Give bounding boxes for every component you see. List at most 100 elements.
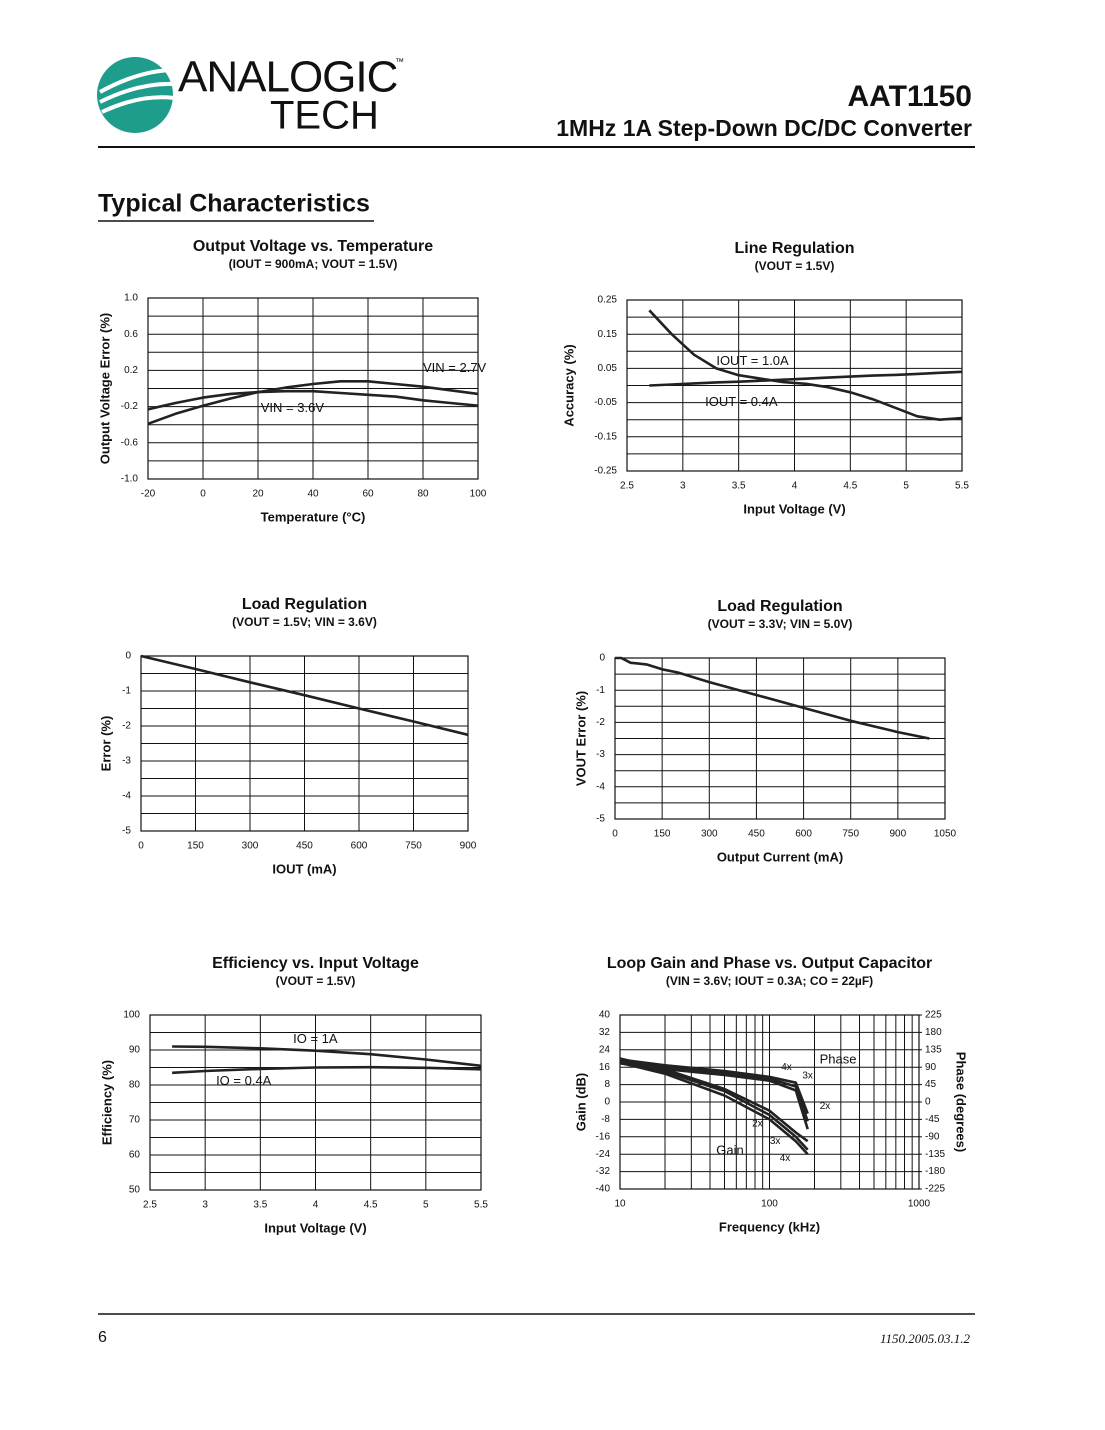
y-axis-label: Output Voltage Error (%) <box>97 313 112 464</box>
data-line <box>648 309 963 421</box>
y2-axis-label: Phase (degrees) <box>954 1052 969 1152</box>
x-tick-label: 10 <box>614 1199 626 1210</box>
x-tick-label: 300 <box>701 829 718 840</box>
part-description: 1MHz 1A Step-Down DC/DC Converter <box>556 115 972 141</box>
y-tick-label: 0.05 <box>598 363 618 374</box>
x-tick-label: 900 <box>890 829 907 840</box>
x-tick-label: 3.5 <box>253 1200 267 1211</box>
x-tick-label: 100 <box>761 1199 778 1210</box>
y-tick-label: 90 <box>129 1045 141 1056</box>
x-tick-label: 1050 <box>934 829 957 840</box>
data-line <box>619 1059 809 1151</box>
part-number: AAT1150 <box>847 80 972 113</box>
y2-tick-label: 225 <box>925 1010 942 1021</box>
x-tick-label: 750 <box>842 829 859 840</box>
series-label: 3x <box>802 1071 813 1082</box>
x-tick-label: 3.5 <box>732 481 746 492</box>
plot-frame <box>619 1014 920 1190</box>
plot-frame <box>147 297 479 480</box>
y-tick-label: -0.25 <box>594 466 617 477</box>
series-label: 3x <box>770 1136 781 1147</box>
x-tick-label: 3 <box>202 1200 208 1211</box>
x-tick-label: 3 <box>680 481 686 492</box>
y-tick-label: 0.6 <box>124 329 138 340</box>
x-tick-label: 300 <box>242 841 259 852</box>
y-tick-label: 60 <box>129 1150 141 1161</box>
logo-swoosh <box>99 68 177 114</box>
y2-tick-label: -135 <box>925 1149 945 1160</box>
y-axis-label: Error (%) <box>98 716 113 772</box>
chart-subtitle: (VOUT = 1.5V; VIN = 3.6V) <box>232 615 377 629</box>
y-axis-label: VOUT Error (%) <box>573 691 588 786</box>
y-tick-label: 0.15 <box>598 329 618 340</box>
x-tick-label: 60 <box>362 489 374 500</box>
series-label: 4x <box>781 1062 792 1073</box>
y-tick-label: -4 <box>122 791 131 802</box>
x-tick-label: 0 <box>200 489 206 500</box>
y-tick-label: -8 <box>601 1114 610 1125</box>
y-tick-label: -2 <box>596 717 605 728</box>
y2-tick-label: -45 <box>925 1114 940 1125</box>
y-tick-label: -0.05 <box>594 397 617 408</box>
y-tick-label: -0.2 <box>121 401 139 412</box>
y-tick-label: 40 <box>599 1010 611 1021</box>
series-label: 2x <box>752 1118 763 1129</box>
chart-subtitle: (IOUT = 900mA; VOUT = 1.5V) <box>229 257 398 271</box>
x-axis-label: IOUT (mA) <box>272 861 336 876</box>
data-line <box>619 1062 809 1130</box>
chart-title: Line Regulation <box>735 240 855 257</box>
y-tick-label: 32 <box>599 1027 611 1038</box>
y2-tick-label: -90 <box>925 1131 940 1142</box>
y-tick-label: 0 <box>125 651 131 662</box>
x-tick-label: 20 <box>252 489 264 500</box>
data-line <box>619 1061 809 1156</box>
x-tick-label: 750 <box>405 841 422 852</box>
x-axis-label: Input Voltage (V) <box>743 501 845 516</box>
chart-subtitle: (VOUT = 3.3V; VIN = 5.0V) <box>708 617 853 631</box>
y-tick-label: 100 <box>123 1010 140 1021</box>
chart-title: Loop Gain and Phase vs. Output Capacitor <box>607 955 932 972</box>
x-tick-label: 0 <box>612 829 618 840</box>
y-tick-label: -16 <box>596 1131 611 1142</box>
y2-tick-label: 45 <box>925 1079 937 1090</box>
trademark: ™ <box>395 56 404 66</box>
x-tick-label: 1000 <box>908 1199 931 1210</box>
data-line <box>147 380 479 426</box>
x-axis-label: Output Current (mA) <box>717 849 843 864</box>
series-label: 2x <box>820 1101 831 1112</box>
chart-title: Load Regulation <box>242 596 367 613</box>
series-label: 4x <box>780 1153 791 1164</box>
y2-tick-label: 90 <box>925 1062 937 1073</box>
x-tick-label: 4.5 <box>843 481 857 492</box>
series-label: VIN = 2.7V <box>423 360 487 375</box>
annotation: Phase <box>820 1051 857 1066</box>
x-tick-label: 5 <box>903 481 909 492</box>
y-tick-label: -0.15 <box>594 431 617 442</box>
chart-subtitle: (VOUT = 1.5V) <box>755 259 835 273</box>
x-tick-label: 4 <box>313 1200 319 1211</box>
x-tick-label: 450 <box>748 829 765 840</box>
y-tick-label: -0.6 <box>121 437 139 448</box>
x-tick-label: 4 <box>792 481 798 492</box>
chart-title: Load Regulation <box>717 598 842 615</box>
plot-frame <box>614 657 946 820</box>
y-tick-label: 0 <box>604 1097 610 1108</box>
y-tick-label: -5 <box>596 814 605 825</box>
plot-frame <box>149 1014 482 1191</box>
y-tick-label: 70 <box>129 1115 141 1126</box>
x-tick-label: 4.5 <box>364 1200 378 1211</box>
series-label: IOUT = 0.4A <box>705 394 778 409</box>
chart-title: Efficiency vs. Input Voltage <box>212 955 419 972</box>
chart-title: Output Voltage vs. Temperature <box>193 238 433 255</box>
series-label: IOUT = 1.0A <box>716 353 789 368</box>
plot-frame <box>140 655 469 832</box>
chart-subtitle: (VIN = 3.6V; IOUT = 0.3A; CO = 22µF) <box>666 974 873 988</box>
x-tick-label: 0 <box>138 841 144 852</box>
data-line <box>172 1065 482 1075</box>
y-tick-label: -24 <box>596 1149 611 1160</box>
plot-frame <box>626 299 963 472</box>
y-tick-label: 50 <box>129 1185 141 1196</box>
y-tick-label: 80 <box>129 1080 141 1091</box>
